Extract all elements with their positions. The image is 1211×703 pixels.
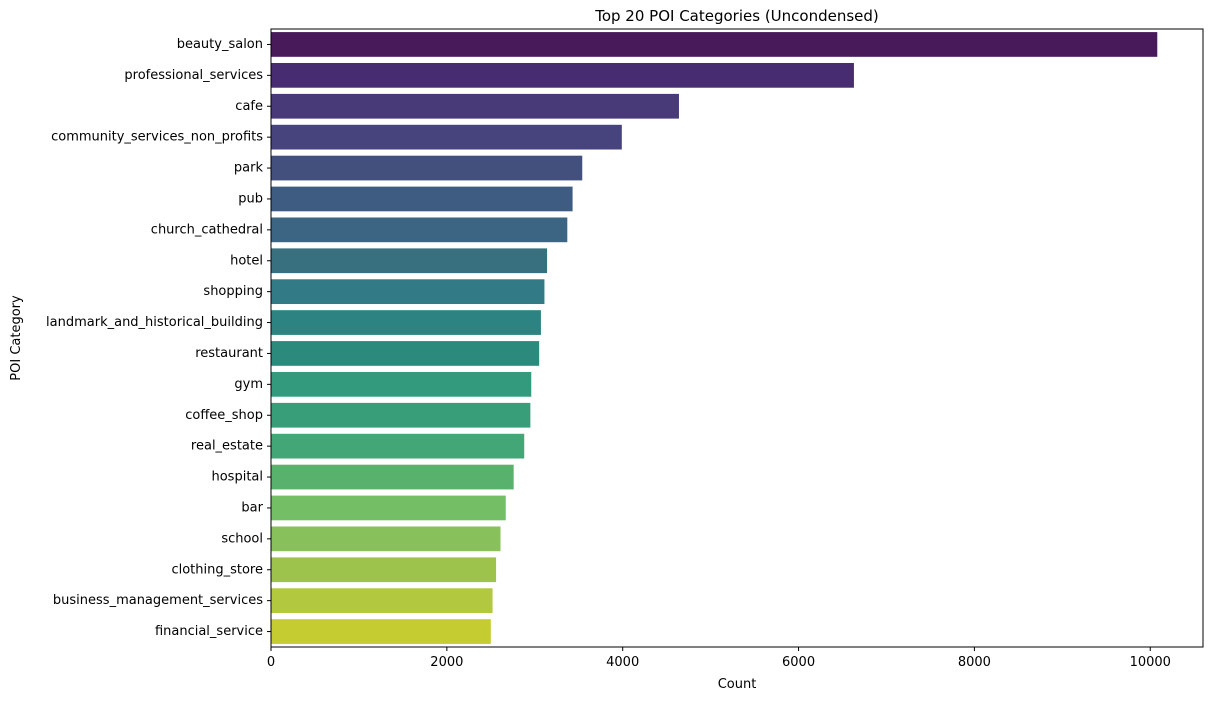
y-tick-label: real_estate [191, 439, 263, 454]
bar-coffee-shop [271, 402, 531, 428]
x-tick-label: 6000 [782, 655, 815, 670]
y-tick-label: pub [238, 191, 263, 206]
y-tick-label: cafe [235, 99, 263, 114]
y-tick-label: clothing_store [171, 562, 263, 577]
bar-community-services-non-profits [271, 124, 622, 150]
bar-financial-service [271, 619, 491, 644]
axes-frame [270, 28, 1204, 648]
y-tick-label: beauty_salon [177, 37, 263, 52]
y-tick-label: restaurant [195, 346, 263, 361]
y-tick-label: church_cathedral [151, 222, 263, 237]
bar-hotel [271, 248, 548, 274]
plot-frame [270, 28, 1204, 648]
bar-restaurant [271, 341, 540, 366]
y-tick-label: school [221, 531, 263, 546]
x-ticks-group: 0 2000 4000 6000 8000 10000 [267, 647, 1171, 670]
y-axis-label: POI Category [9, 295, 24, 381]
y-tick-label: park [234, 161, 264, 176]
y-tick-label: hospital [211, 470, 263, 485]
y-tick-label: professional_services [124, 68, 263, 83]
bar-business-management-services [271, 588, 493, 614]
y-tick-label: shopping [203, 284, 263, 299]
bar-church-cathedral [271, 217, 568, 243]
bar-school [271, 526, 501, 552]
y-tick-label: business_management_services [53, 593, 263, 608]
bar-hospital [271, 464, 514, 490]
x-tick-label: 2000 [430, 655, 463, 670]
bar-beauty-salon [271, 32, 1158, 57]
bar-shopping [271, 279, 545, 305]
y-tick-label: coffee_shop [185, 408, 263, 423]
bar-cafe [271, 93, 679, 119]
bar-landmark-and-historical-building [271, 310, 541, 335]
x-tick-label: 10000 [1130, 655, 1171, 670]
y-tick-label: hotel [230, 253, 263, 268]
y-tick-label: bar [241, 500, 263, 515]
y-tick-label: community_services_non_profits [51, 130, 263, 145]
bar-clothing-store [271, 557, 497, 583]
x-tick-label: 0 [267, 655, 275, 670]
y-tick-label: landmark_and_historical_building [46, 315, 263, 330]
x-axis-label: Count [718, 677, 757, 692]
bar-professional-services [271, 62, 854, 88]
bar-gym [271, 371, 532, 397]
x-tick-label: 8000 [958, 655, 991, 670]
bar-real-estate [271, 433, 525, 459]
y-tick-label: gym [234, 377, 263, 392]
bars-group [271, 32, 1158, 644]
chart-title: Top 20 POI Categories (Uncondensed) [594, 7, 879, 25]
y-tick-label: financial_service [155, 624, 263, 639]
bar-pub [271, 186, 573, 212]
bar-bar [271, 495, 506, 521]
bar-park [271, 155, 583, 181]
x-tick-label: 4000 [606, 655, 639, 670]
